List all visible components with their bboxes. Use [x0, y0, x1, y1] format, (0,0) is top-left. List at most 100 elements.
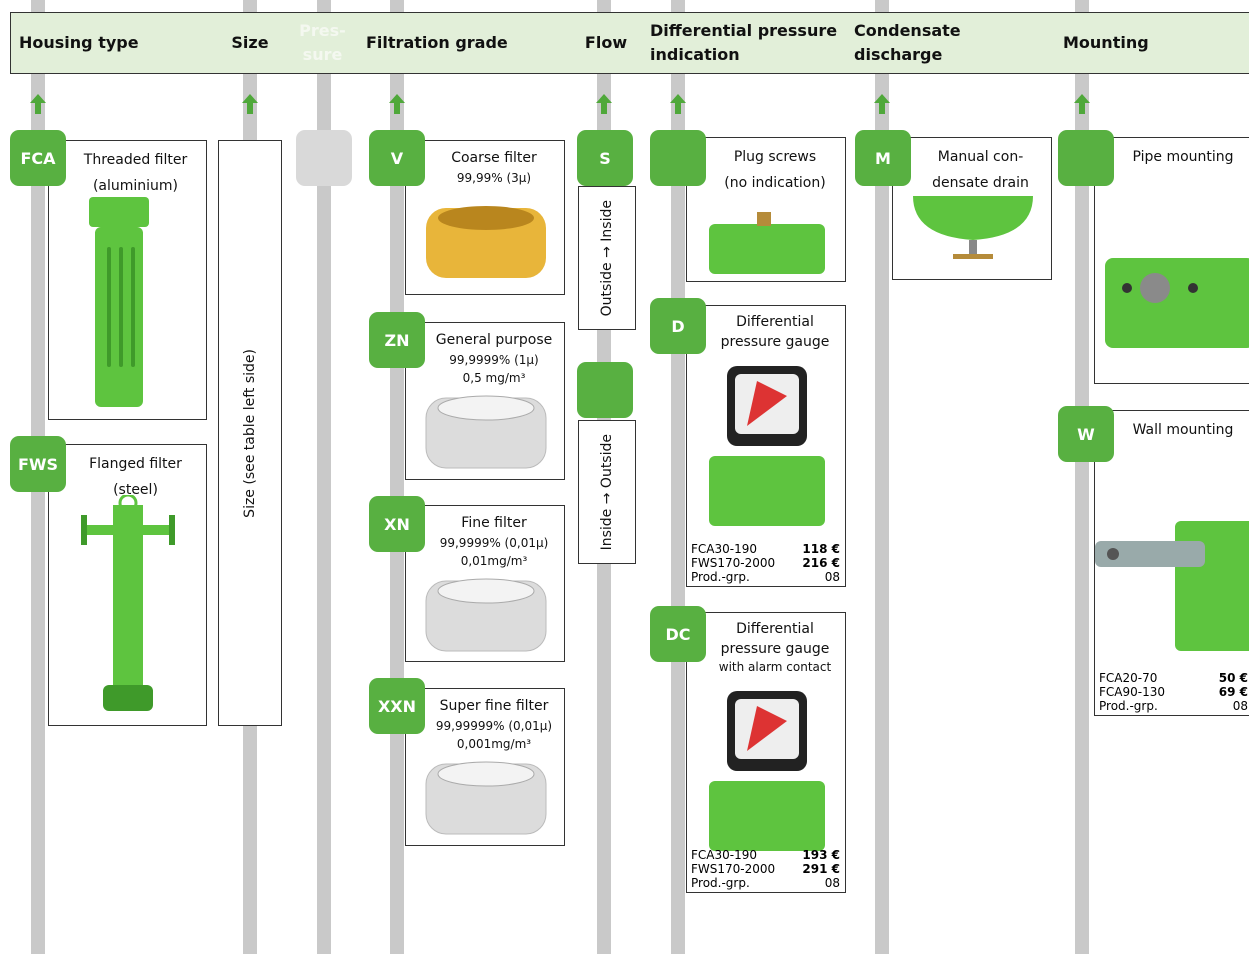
header-line: indication [650, 45, 740, 64]
price-model: FWS170-2000 [691, 556, 776, 570]
option-text: Plug screws (no indication) [707, 144, 843, 196]
price-model: Prod.-grp. [691, 570, 750, 584]
price-row: Prod.-grp. 08 [1099, 699, 1248, 713]
option-text: Differential pressure gauge [707, 312, 843, 352]
header-line: Flow [584, 33, 628, 52]
up-arrow [596, 94, 612, 114]
vertical-label: Inside → Outside [579, 421, 635, 563]
option-box: General purpose 99,9999% (1µ) 0,5 mg/m³ [405, 322, 565, 480]
option-badge: DC [650, 606, 706, 662]
option-badge: FCA [10, 130, 66, 186]
option-line: (no indication) [724, 175, 826, 191]
option-line: Wall mounting [1132, 422, 1234, 438]
product-image [709, 366, 825, 526]
price-model: FCA30-190 [691, 542, 757, 556]
option-box: Outside → Inside [578, 186, 636, 330]
option-badge [1058, 130, 1114, 186]
price-value: 08 [824, 876, 840, 890]
vertical-label: Outside → Inside [579, 187, 635, 329]
header-line: Mounting [1063, 33, 1149, 52]
option-line: pressure gauge [720, 641, 830, 657]
product-image [1105, 258, 1249, 348]
header-line: Pres- [299, 21, 346, 40]
option-box: Coarse filter 99,99% (3µ) [405, 140, 565, 295]
price-row: Prod.-grp. 08 [691, 570, 840, 584]
up-arrow [242, 94, 258, 114]
option-badge: D [650, 298, 706, 354]
option-box: Wall mounting FCA20-70 50 € FCA90-130 69 € Pr… [1094, 410, 1249, 716]
option-line: Differential [736, 621, 814, 637]
price-model: FCA20-70 [1099, 671, 1158, 685]
price-table: FCA30-190 193 € FWS170-2000 291 € Prod.-grp.… [691, 848, 840, 890]
header-line: discharge [854, 45, 943, 64]
price-row: FCA20-70 50 € [1099, 671, 1248, 685]
option-line: pressure gauge [720, 334, 830, 350]
product-image [425, 578, 547, 652]
option-badge: M [855, 130, 911, 186]
header-line: Housing type [19, 33, 139, 52]
price-model: FWS170-2000 [691, 862, 776, 876]
price-value: 50 € [1218, 671, 1248, 685]
product-image [426, 206, 546, 278]
price-model: FCA90-130 [1099, 685, 1165, 699]
option-line: General purpose [435, 332, 553, 348]
option-line: 99,9999% (0,01µ) [439, 536, 549, 550]
price-value: 216 € [802, 556, 840, 570]
option-box: Super fine filter 99,99999% (0,01µ) 0,001m… [405, 688, 565, 846]
option-badge [577, 362, 633, 418]
option-text: Super fine filter 99,99999% (0,01µ) 0,001m… [426, 695, 562, 753]
price-model: Prod.-grp. [1099, 699, 1158, 713]
option-text: Coarse filter 99,99% (3µ) [426, 147, 562, 187]
option-badge: XN [369, 496, 425, 552]
option-box: Differential pressure gauge FCA30-190 118 €… [686, 305, 846, 587]
header-line: sure [302, 45, 343, 64]
vertical-text: Outside → Inside [599, 199, 615, 317]
price-value: 193 € [802, 848, 840, 862]
option-text: Pipe mounting [1115, 144, 1249, 170]
column-track [1075, 0, 1089, 954]
option-line: (aluminium) [92, 178, 179, 194]
column-header: Flow [570, 12, 643, 74]
option-line: 99,99999% (0,01µ) [435, 719, 553, 733]
column-header: Pres-sure [287, 12, 359, 74]
option-line: Plug screws [733, 149, 817, 165]
price-model: FCA30-190 [691, 848, 757, 862]
column-header: Mounting [1055, 12, 1249, 74]
option-badge [650, 130, 706, 186]
price-table: FCA20-70 50 € FCA90-130 69 € Prod.-grp. 08 [1099, 671, 1248, 713]
option-box: Plug screws (no indication) [686, 137, 846, 282]
column-header: Housing type [10, 12, 214, 74]
option-text: Threaded filter (aluminium) [67, 147, 204, 199]
option-badge: FWS [10, 436, 66, 492]
up-arrow [389, 94, 405, 114]
option-line: Fine filter [461, 515, 527, 531]
option-text: General purpose 99,9999% (1µ) 0,5 mg/m³ [426, 329, 562, 387]
option-text: Wall mounting [1115, 417, 1249, 443]
option-line: Flanged filter [89, 456, 182, 472]
option-box: Size (see table left side) [218, 140, 282, 726]
option-box: Differential pressure gauge with alarm con… [686, 612, 846, 893]
option-box: Inside → Outside [578, 420, 636, 564]
price-row: FCA90-130 69 € [1099, 685, 1248, 699]
up-arrow [874, 94, 890, 114]
option-line: densate drain [932, 175, 1029, 191]
product-image [709, 212, 825, 274]
up-arrow [670, 94, 686, 114]
product-image [425, 761, 547, 835]
price-value: 69 € [1218, 685, 1248, 699]
header-line: Differential pressure [650, 21, 838, 40]
option-line: (steel) [113, 482, 158, 498]
column-header: Size [213, 12, 288, 74]
product-image [425, 395, 547, 469]
option-text: Differential pressure gauge with alarm con… [707, 619, 843, 675]
option-line: 99,9999% (1µ) [449, 353, 539, 367]
price-row: FCA30-190 118 € [691, 542, 840, 556]
option-text: Fine filter 99,9999% (0,01µ) 0,01mg/m³ [426, 512, 562, 570]
product-image [89, 197, 149, 407]
option-text: Flanged filter (steel) [67, 451, 204, 503]
option-line: Super fine filter [439, 698, 549, 714]
price-row: FWS170-2000 216 € [691, 556, 840, 570]
option-badge: W [1058, 406, 1114, 462]
option-line: 0,001mg/m³ [456, 737, 532, 751]
